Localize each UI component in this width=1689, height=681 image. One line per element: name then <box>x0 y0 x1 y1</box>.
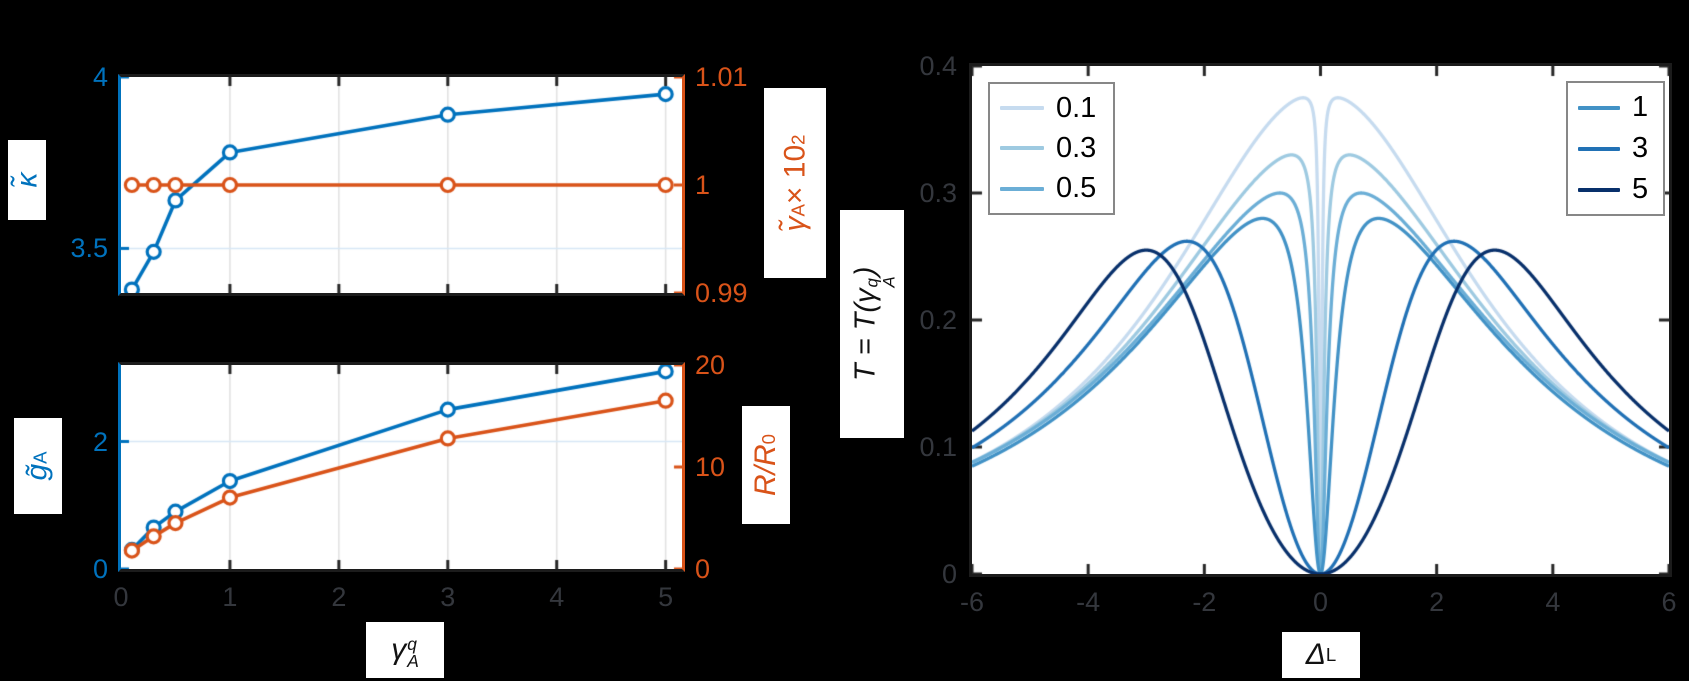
tickA-right-1: 1 <box>695 170 711 200</box>
legend-label-0.1: 0.1 <box>1056 91 1097 124</box>
legend-label-0.5: 0.5 <box>1056 172 1097 205</box>
tickC-x--4: -4 <box>1076 587 1101 617</box>
legend-entry-1: 1 <box>1578 91 1653 124</box>
legend-label-3: 3 <box>1632 132 1649 164</box>
ylabel-gA: g̃ A <box>14 418 62 514</box>
kappa-gamma-plot-canvas <box>121 77 682 293</box>
tickB-x-3: 3 <box>440 582 456 612</box>
ylabel-transmission: T = T(γ q A) <box>840 210 904 438</box>
tickB-x-1: 1 <box>222 582 238 612</box>
axes-kappa-gamma <box>118 74 685 296</box>
tickB-x-4: 4 <box>549 582 565 612</box>
tickB-left-2: 2 <box>92 426 108 457</box>
T-label-sub: A <box>879 276 899 288</box>
gamma-tilde-base: γ̃ <box>778 216 812 232</box>
legend-label-5: 5 <box>1632 173 1649 205</box>
axes-gA-R <box>118 362 685 572</box>
tickB-right-20: 20 <box>695 350 726 380</box>
tickC-x-6: 6 <box>1661 587 1677 617</box>
ylabel-kappa: κ̃ <box>8 140 46 220</box>
tickA-right-0.99: 0.99 <box>695 278 748 308</box>
legend-line-sample-1 <box>1578 105 1620 110</box>
tickC-x--2: -2 <box>1192 587 1217 617</box>
T-label-post: ) <box>849 266 882 277</box>
legend-entry-0.5: 0.5 <box>1000 172 1103 205</box>
tickC-y-0.2: 0.2 <box>919 305 957 335</box>
tickC-y-0.1: 0.1 <box>919 432 957 462</box>
tickC-y-0: 0 <box>941 559 957 589</box>
tickB-x-2: 2 <box>331 582 347 612</box>
legend-entry-5: 5 <box>1578 173 1653 206</box>
legend-small-gamma: 0.1 0.3 0.5 <box>988 82 1115 215</box>
tickA-right-1.01: 1.01 <box>695 62 748 92</box>
gammaAq-sup: q <box>407 633 417 654</box>
tickB-right-10: 10 <box>695 452 726 482</box>
tickB-x-5: 5 <box>658 582 674 612</box>
tickC-x--6: -6 <box>959 587 984 617</box>
kappa-label-text: κ̃ <box>10 172 43 188</box>
gA-base: g̃ <box>21 463 54 481</box>
legend-label-1: 1 <box>1632 91 1649 123</box>
gamma-tilde-mult: × 10 <box>778 144 812 205</box>
legend-label-0.3: 0.3 <box>1056 131 1097 164</box>
gammaAq-base: γ <box>391 633 407 666</box>
tickB-right-0: 0 <box>695 554 711 584</box>
tickC-x-2: 2 <box>1429 587 1445 617</box>
legend-entry-0.1: 0.1 <box>1000 92 1103 125</box>
legend-line-sample-0.5 <box>1000 186 1044 191</box>
DeltaL-base: Δ <box>1305 638 1326 671</box>
tickC-y-0.4: 0.4 <box>919 51 957 81</box>
ylabel-R-over-R0: R/R 0 <box>742 406 790 524</box>
tickC-y-0.3: 0.3 <box>919 178 957 208</box>
tickC-x-4: 4 <box>1545 587 1561 617</box>
legend-large-gamma: 1 3 5 <box>1566 81 1665 216</box>
gammaAq-sub: A <box>407 651 419 672</box>
legend-line-sample-3 <box>1578 146 1620 151</box>
legend-entry-0.3: 0.3 <box>1000 132 1103 165</box>
legend-line-sample-0.3 <box>1000 146 1044 151</box>
tickA-left-3.5: 3.5 <box>70 233 108 264</box>
tickA-left-4: 4 <box>92 62 108 92</box>
legend-entry-3: 3 <box>1578 132 1653 165</box>
tickC-x-0: 0 <box>1312 587 1329 617</box>
legend-line-sample-5 <box>1578 187 1620 192</box>
ylabel-gamma-tilde: γ̃ A × 10 2 <box>764 88 826 278</box>
tickB-left-0: 0 <box>92 554 108 584</box>
tickB-x-0: 0 <box>113 582 129 612</box>
T-label-pre: T = T(γ <box>849 288 882 382</box>
gA-R-plot-canvas <box>121 365 682 569</box>
legend-line-sample-0.1 <box>1000 106 1044 111</box>
